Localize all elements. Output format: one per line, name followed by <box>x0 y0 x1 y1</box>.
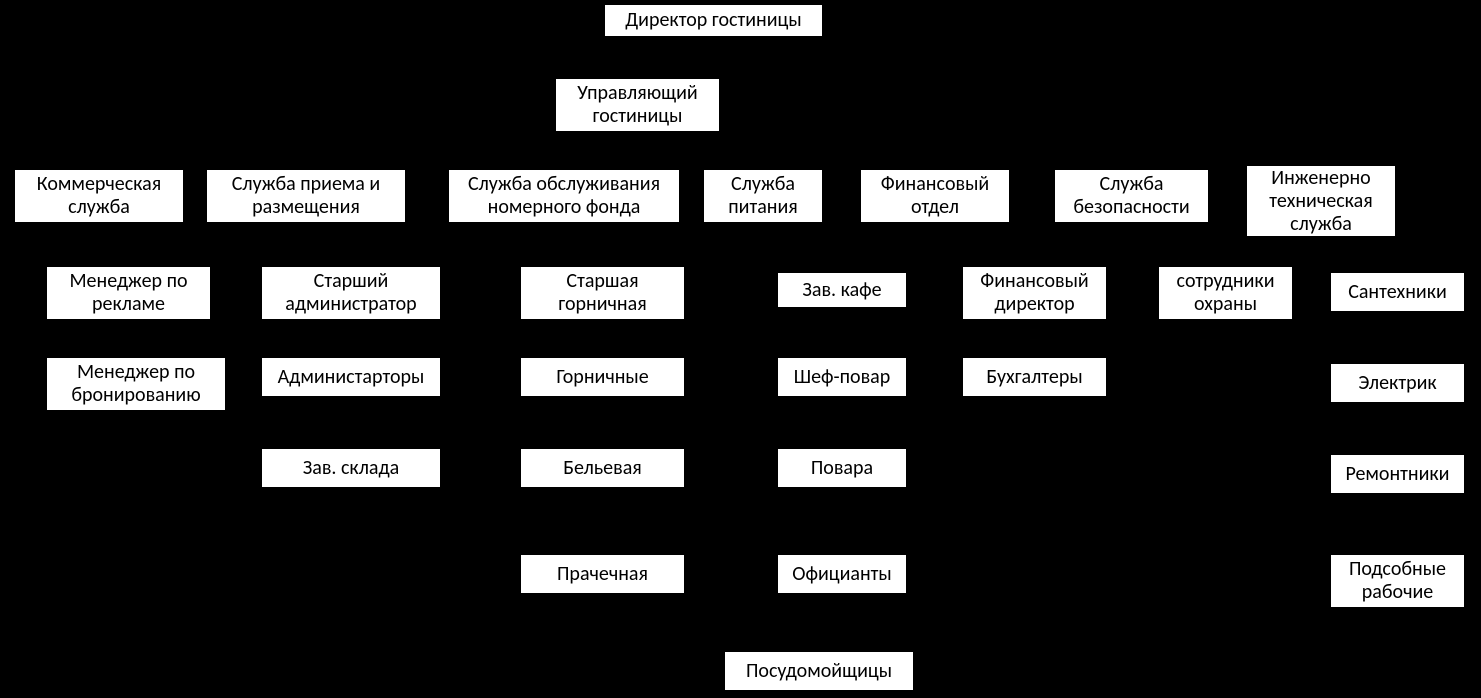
node-laborers: Подсобные рабочие <box>1330 554 1465 608</box>
node-booking-manager: Менеджер по бронированию <box>46 357 226 411</box>
node-waiters: Официанты <box>777 554 907 594</box>
node-admins: Администарторы <box>261 357 441 397</box>
node-dept-finance: Финансовый отдел <box>860 169 1010 223</box>
node-director: Директор гостиницы <box>604 4 823 37</box>
node-accountants: Бухгалтеры <box>962 357 1107 397</box>
node-senior-maid: Старшая горничная <box>520 266 685 320</box>
node-repairmen: Ремонтники <box>1330 454 1465 494</box>
node-chef: Шеф-повар <box>777 357 907 397</box>
node-dept-reception: Служба приема и размещения <box>206 169 406 223</box>
node-manager: Управляющий гостиницы <box>555 78 720 132</box>
node-linen: Бельевая <box>520 448 685 488</box>
node-cafe-head: Зав. кафе <box>777 272 907 308</box>
node-senior-admin: Старший администратор <box>261 266 441 320</box>
node-guards: сотрудники охраны <box>1158 266 1293 320</box>
node-fin-director: Финансовый директор <box>962 266 1107 320</box>
node-maids: Горничные <box>520 357 685 397</box>
node-dept-commercial: Коммерческая служба <box>14 169 184 223</box>
node-plumbers: Сантехники <box>1330 272 1465 312</box>
node-dishwashers: Посудомойщицы <box>724 651 914 691</box>
node-dept-security: Служба безопасности <box>1054 169 1209 223</box>
node-dept-food: Служба питания <box>703 169 823 223</box>
node-laundry: Прачечная <box>520 554 685 594</box>
node-dept-rooms: Служба обслуживания номерного фонда <box>448 169 680 223</box>
node-ad-manager: Менеджер по рекламе <box>46 266 211 320</box>
node-electrician: Электрик <box>1330 363 1465 403</box>
node-warehouse: Зав. склада <box>261 448 441 488</box>
node-dept-engineering: Инженерно техническая служба <box>1246 165 1396 237</box>
node-cooks: Повара <box>777 448 907 488</box>
